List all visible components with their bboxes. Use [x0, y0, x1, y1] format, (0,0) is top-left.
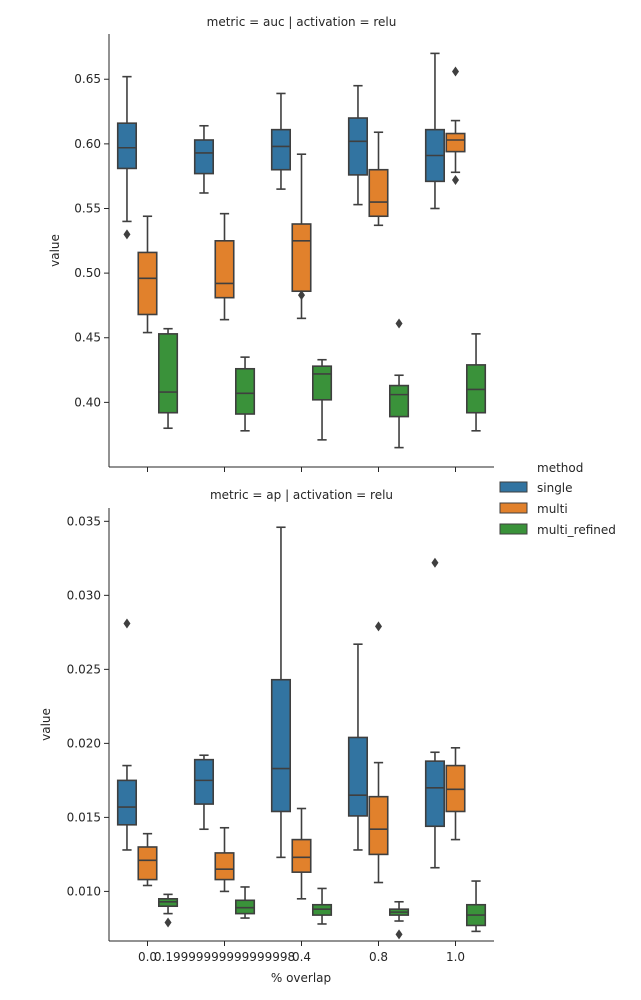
box-multi	[137, 215, 158, 334]
outlier	[123, 229, 131, 240]
box-multi	[291, 153, 312, 320]
y-axis-label: value	[48, 234, 62, 267]
box-single	[270, 92, 292, 190]
outlier	[395, 929, 403, 940]
box-multi	[368, 621, 389, 884]
outlier	[298, 290, 305, 301]
box-multi	[368, 131, 389, 227]
box-multi	[214, 826, 235, 893]
y-tick-label: 0.40	[74, 395, 101, 409]
y-axis-label: value	[39, 708, 53, 741]
y-tick-label: 0.030	[67, 588, 101, 602]
y-tick-label: 0.50	[74, 266, 101, 280]
box-single	[193, 754, 215, 831]
box-body	[116, 779, 138, 826]
box-body	[193, 139, 215, 175]
box-single	[347, 643, 369, 851]
legend-label-multi: multi	[537, 502, 568, 516]
outlier	[452, 66, 459, 77]
box-single	[116, 75, 138, 240]
box-single	[424, 557, 446, 869]
legend-swatch-multi_refined	[499, 523, 528, 535]
y-tick-label: 0.015	[67, 810, 101, 824]
box-single	[270, 526, 292, 859]
legend-label-single: single	[537, 481, 573, 495]
outlier	[452, 175, 459, 186]
outlier	[395, 318, 403, 329]
box-multi_refined	[465, 880, 487, 933]
x-tick-label: 0.8	[369, 950, 388, 964]
box-body	[368, 168, 389, 218]
box-body	[193, 758, 215, 805]
box-multi_refined	[388, 900, 410, 940]
panel-title: metric = ap | activation = relu	[210, 488, 393, 502]
outlier	[123, 618, 131, 629]
y-tick-label: 0.65	[74, 72, 101, 86]
box-multi	[291, 807, 312, 900]
ap-panel: metric = ap | activation = reluvalue0.01…	[39, 488, 494, 964]
y-tick-label: 0.60	[74, 137, 101, 151]
box-single	[116, 618, 138, 851]
box-multi_refined	[311, 887, 333, 925]
box-body	[445, 132, 466, 153]
y-tick-label: 0.55	[74, 201, 101, 215]
panel-title: metric = auc | activation = relu	[207, 15, 397, 29]
box-body	[270, 128, 292, 171]
legend-swatch-multi	[499, 502, 528, 514]
legend-label-multi_refined: multi_refined	[537, 523, 616, 537]
box-multi_refined	[388, 318, 410, 449]
box-body	[214, 852, 235, 881]
box-multi_refined	[157, 893, 179, 928]
box-body	[424, 760, 446, 828]
box-multi_refined	[465, 333, 487, 432]
x-tick-label: 0.4	[292, 950, 311, 964]
box-single	[424, 52, 446, 210]
box-single	[193, 124, 215, 194]
box-body	[347, 117, 369, 176]
y-tick-label: 0.035	[67, 514, 101, 528]
box-multi	[214, 212, 235, 321]
box-body	[234, 367, 256, 415]
box-body	[347, 736, 369, 817]
x-tick-label: 0.0	[138, 950, 157, 964]
box-body	[137, 846, 158, 881]
box-multi_refined	[234, 886, 256, 919]
legend-swatch-single	[499, 481, 528, 493]
outlier	[375, 621, 382, 632]
outlier	[431, 557, 439, 568]
box-single	[347, 84, 369, 206]
box-body	[311, 365, 333, 401]
box-multi_refined	[234, 356, 256, 432]
box-body	[116, 122, 138, 170]
box-body	[291, 838, 312, 873]
outlier	[164, 917, 172, 928]
legend: method single multi multi_refined	[499, 461, 616, 537]
box-body	[214, 240, 235, 299]
box-body	[270, 678, 292, 813]
box-body	[137, 251, 158, 316]
legend-title: method	[537, 461, 583, 475]
box-body	[157, 333, 179, 414]
y-tick-label: 0.020	[67, 736, 101, 750]
box-multi	[445, 66, 466, 186]
box-body	[291, 223, 312, 293]
y-tick-label: 0.025	[67, 662, 101, 676]
box-multi	[445, 747, 466, 841]
y-tick-label: 0.45	[74, 331, 101, 345]
y-tick-label: 0.010	[67, 884, 101, 898]
x-tick-label: 0.19999999999999998	[154, 950, 295, 964]
x-axis-label: % overlap	[271, 971, 331, 985]
auc-panel: metric = auc | activation = relu value 0.4…	[48, 15, 494, 472]
box-multi_refined	[157, 327, 179, 430]
box-multi	[137, 832, 158, 887]
box-body	[388, 384, 410, 418]
x-tick-label: 1.0	[446, 950, 465, 964]
box-body	[368, 795, 389, 856]
box-multi_refined	[311, 358, 333, 441]
